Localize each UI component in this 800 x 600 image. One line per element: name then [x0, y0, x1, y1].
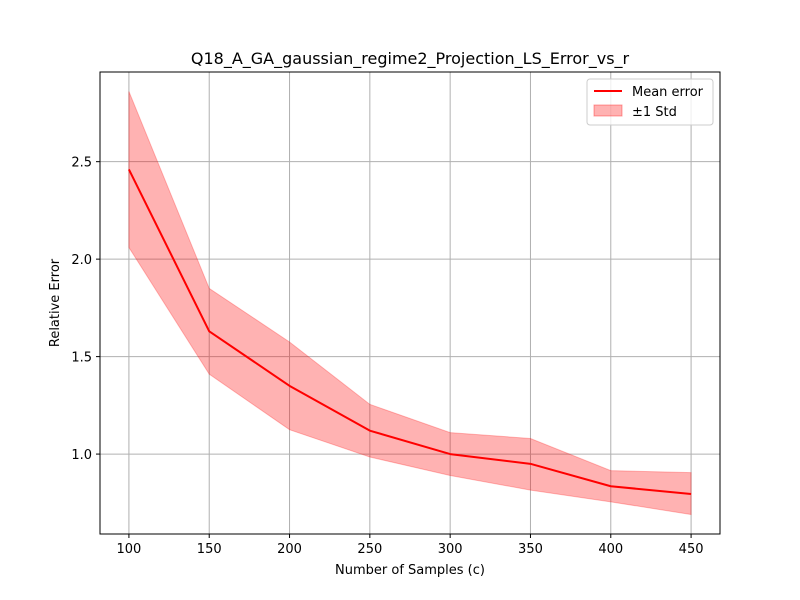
- x-tick-label: 400: [598, 542, 623, 557]
- x-tick-label: 350: [518, 542, 543, 557]
- mean-error-line: [128, 169, 692, 496]
- y-tick-label: 2.5: [71, 156, 92, 171]
- x-tick-label: 200: [277, 542, 302, 557]
- legend-mean-label: Mean error: [632, 85, 704, 100]
- legend-band-swatch: [593, 104, 623, 117]
- x-axis-ticks: 100 150 200 250 300 350 400 450: [116, 534, 704, 557]
- x-tick-label: 450: [679, 542, 704, 557]
- x-tick-label: 150: [197, 542, 222, 557]
- plot-frame: [99, 71, 721, 535]
- chart-title: Q18_A_GA_gaussian_regime2_Projection_LS_…: [191, 49, 630, 69]
- mean-line-layer: [128, 169, 692, 496]
- y-axis-label: Relative Error: [48, 258, 63, 347]
- legend-band-label: ±1 Std: [632, 105, 677, 120]
- x-axis-label: Number of Samples (c): [335, 563, 485, 578]
- grid: [100, 72, 720, 534]
- x-tick-label: 100: [116, 542, 141, 557]
- std-band-layer: [128, 91, 692, 516]
- y-tick-label: 1.5: [71, 351, 92, 366]
- y-tick-label: 2.0: [71, 253, 92, 268]
- y-axis-ticks: 1.0 1.5 2.0 2.5: [71, 156, 100, 463]
- x-tick-label: 250: [357, 542, 382, 557]
- x-tick-label: 300: [438, 542, 463, 557]
- y-tick-label: 1.0: [71, 448, 92, 463]
- std-band: [128, 91, 692, 516]
- legend: Mean error ±1 Std: [586, 78, 714, 126]
